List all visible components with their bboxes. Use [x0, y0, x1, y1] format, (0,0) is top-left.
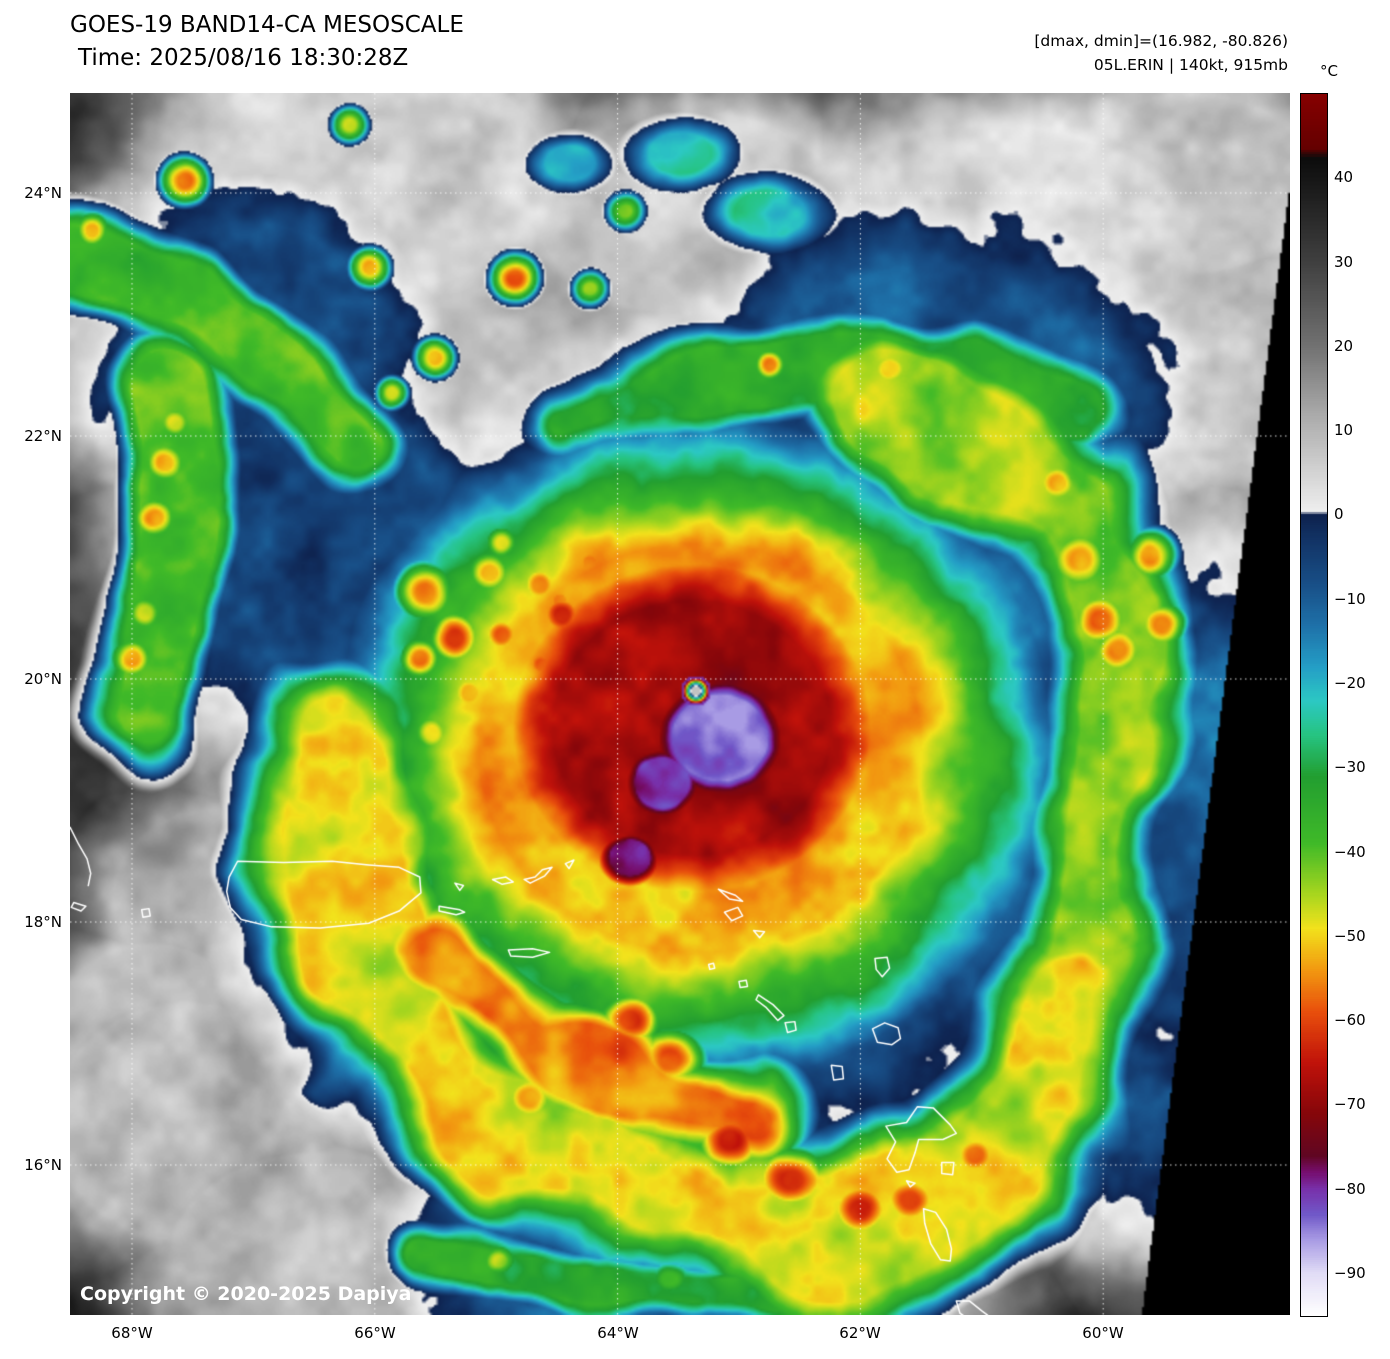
- colorbar-tick-label: −90: [1334, 1264, 1366, 1282]
- lon-tick-label: 64°W: [597, 1324, 639, 1342]
- dmax-dmin-readout: [dmax, dmin]=(16.982, -80.826): [1034, 32, 1288, 50]
- colorbar-tick-label: 40: [1334, 168, 1354, 186]
- colorbar-tick-label: 30: [1334, 253, 1354, 271]
- colorbar-tick-label: −40: [1334, 843, 1366, 861]
- colorbar-tick-label: −30: [1334, 758, 1366, 776]
- colorbar-tick-label: 0: [1334, 505, 1344, 523]
- colorbar-tick-label: −70: [1334, 1095, 1366, 1113]
- satellite-map-image: [70, 93, 1290, 1315]
- lat-tick-label: 22°N: [24, 427, 62, 445]
- page-title: GOES-19 BAND14-CA MESOSCALE: [70, 12, 464, 38]
- temperature-colorbar: [1300, 93, 1328, 1317]
- colorbar-unit-label: °C: [1320, 62, 1338, 80]
- lat-tick-label: 24°N: [24, 184, 62, 202]
- lon-tick-label: 62°W: [839, 1324, 881, 1342]
- lat-tick-label: 16°N: [24, 1156, 62, 1174]
- colorbar-tick-label: −50: [1334, 927, 1366, 945]
- colorbar-tick-label: −60: [1334, 1011, 1366, 1029]
- colorbar-tick-label: −80: [1334, 1180, 1366, 1198]
- lon-tick-label: 68°W: [111, 1324, 153, 1342]
- lat-tick-label: 20°N: [24, 670, 62, 688]
- timestamp: Time: 2025/08/16 18:30:28Z: [78, 45, 409, 71]
- copyright-text: Copyright © 2020-2025 Dapiya: [80, 1283, 412, 1305]
- storm-info: 05L.ERIN | 140kt, 915mb: [1093, 56, 1288, 74]
- lon-tick-label: 66°W: [354, 1324, 396, 1342]
- colorbar-tick-label: 10: [1334, 421, 1354, 439]
- lon-tick-label: 60°W: [1082, 1324, 1124, 1342]
- colorbar-tick-label: −10: [1334, 590, 1366, 608]
- colorbar-tick-label: −20: [1334, 674, 1366, 692]
- colorbar-tick-label: 20: [1334, 337, 1354, 355]
- lat-tick-label: 18°N: [24, 913, 62, 931]
